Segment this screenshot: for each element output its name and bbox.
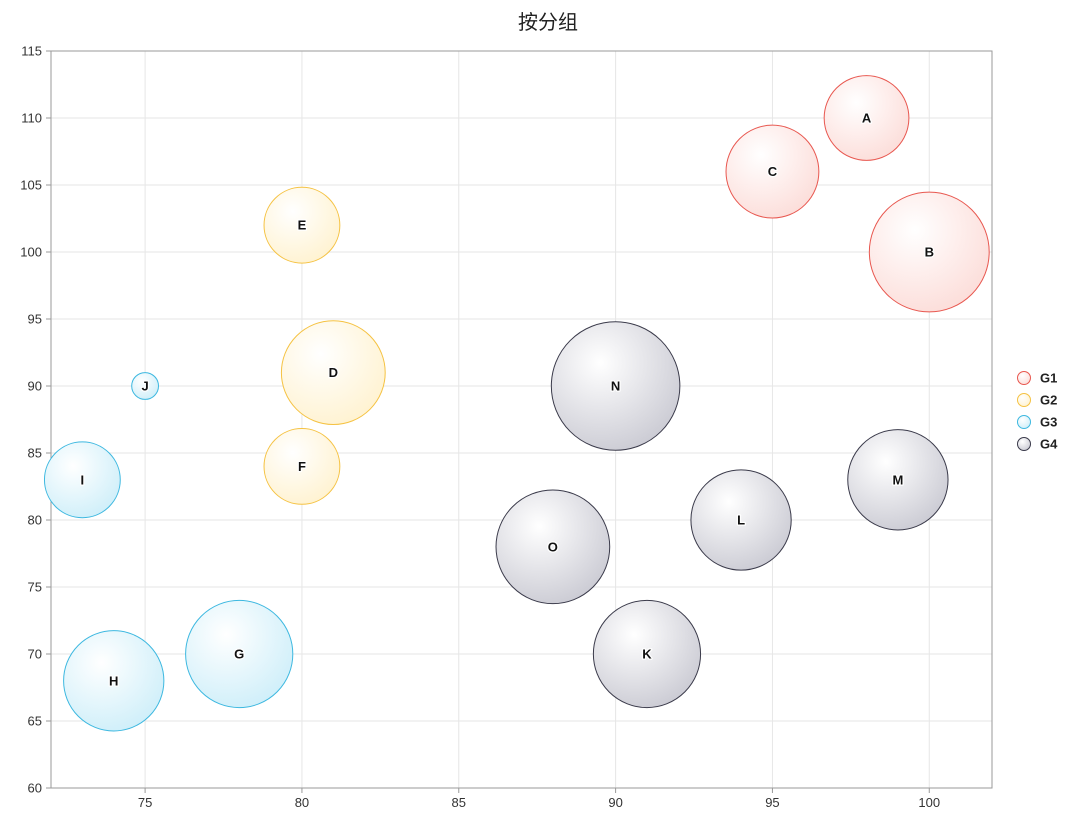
bubble-circle[interactable] bbox=[263, 427, 341, 505]
bubble-circle[interactable] bbox=[131, 372, 160, 400]
legend-marker bbox=[1017, 415, 1031, 429]
y-tick-label: 90 bbox=[28, 379, 42, 394]
x-tick-label: 95 bbox=[765, 795, 779, 810]
bubble-circle[interactable] bbox=[495, 489, 611, 605]
bubble-label: A bbox=[862, 111, 872, 126]
bubble-i[interactable]: I bbox=[43, 441, 121, 519]
bubble-g[interactable]: G bbox=[185, 599, 294, 709]
bubble-label: H bbox=[109, 673, 118, 688]
x-tick-label: 90 bbox=[608, 795, 622, 810]
bubble-label: F bbox=[298, 459, 306, 474]
bubble-c[interactable]: C bbox=[725, 124, 820, 219]
x-tick-label: 75 bbox=[138, 795, 152, 810]
x-tick-label: 80 bbox=[295, 795, 309, 810]
y-tick-label: 75 bbox=[28, 580, 42, 595]
bubble-j[interactable]: J bbox=[131, 372, 160, 400]
bubble-label: M bbox=[892, 472, 903, 487]
x-axis: 75 80 85 90 95 100 bbox=[138, 788, 940, 810]
bubble-circle[interactable] bbox=[263, 186, 341, 264]
bubble-label: N bbox=[611, 379, 620, 394]
bubble-circle[interactable] bbox=[690, 469, 792, 571]
bubble-circle[interactable] bbox=[63, 630, 165, 732]
legend-item-g4[interactable]: G4 bbox=[1017, 437, 1059, 452]
bubble-label: I bbox=[81, 472, 85, 487]
y-tick-label: 100 bbox=[20, 245, 42, 260]
bubble-circle[interactable] bbox=[725, 124, 820, 219]
y-tick-label: 110 bbox=[21, 111, 42, 126]
legend-item-g3[interactable]: G3 bbox=[1017, 415, 1058, 430]
bubble-f[interactable]: F bbox=[263, 427, 341, 505]
bubble-circle[interactable] bbox=[847, 429, 949, 531]
bubble-k[interactable]: K bbox=[592, 599, 702, 709]
y-tick-label: 115 bbox=[21, 44, 42, 59]
x-tick-label: 85 bbox=[452, 795, 466, 810]
bubble-l[interactable]: L bbox=[690, 469, 792, 571]
bubble-label: O bbox=[548, 539, 558, 554]
bubble-circle[interactable] bbox=[868, 191, 990, 313]
y-tick-label: 80 bbox=[28, 513, 42, 528]
bubble-label: G bbox=[234, 647, 244, 662]
legend-label: G4 bbox=[1040, 437, 1058, 452]
bubble-d[interactable]: D bbox=[280, 320, 386, 425]
y-tick-label: 85 bbox=[28, 446, 42, 461]
bubble-b[interactable]: B bbox=[868, 191, 990, 313]
legend-label: G2 bbox=[1040, 393, 1057, 408]
bubble-label: E bbox=[298, 218, 307, 233]
bubble-label: J bbox=[141, 379, 148, 394]
y-axis: 60 65 70 75 80 85 90 95 100 105 110 115 bbox=[20, 44, 51, 796]
bubble-n[interactable]: N bbox=[550, 321, 681, 451]
legend-label: G3 bbox=[1040, 415, 1057, 430]
y-tick-label: 60 bbox=[28, 781, 42, 796]
legend-marker bbox=[1017, 393, 1031, 407]
bubble-e[interactable]: E bbox=[263, 186, 341, 264]
bubble-label: B bbox=[925, 245, 934, 260]
bubbles: N B O G K D H L M C A E F I J bbox=[43, 75, 990, 732]
y-tick-label: 95 bbox=[28, 312, 42, 327]
x-tick-label: 100 bbox=[918, 795, 940, 810]
bubble-circle[interactable] bbox=[592, 599, 702, 709]
legend-item-g2[interactable]: G2 bbox=[1017, 393, 1058, 408]
legend-marker bbox=[1017, 437, 1031, 451]
bubble-a[interactable]: A bbox=[823, 75, 910, 161]
y-tick-label: 105 bbox=[20, 178, 42, 193]
bubble-circle[interactable] bbox=[823, 75, 910, 161]
legend-marker bbox=[1017, 371, 1031, 385]
bubble-label: L bbox=[737, 513, 745, 528]
bubble-label: C bbox=[768, 164, 778, 179]
bubble-label: D bbox=[329, 365, 338, 380]
bubble-h[interactable]: H bbox=[63, 630, 165, 732]
legend[interactable]: G1 G2 G3 G4 bbox=[1017, 371, 1059, 452]
bubble-circle[interactable] bbox=[43, 441, 121, 519]
legend-label: G1 bbox=[1040, 371, 1057, 386]
y-tick-label: 70 bbox=[28, 647, 42, 662]
chart-title: 按分组 bbox=[518, 10, 578, 34]
bubble-circle[interactable] bbox=[280, 320, 386, 425]
bubble-m[interactable]: M bbox=[847, 429, 949, 531]
plot-area-frame bbox=[50, 50, 993, 789]
bubble-circle[interactable] bbox=[185, 599, 294, 709]
bubble-label: K bbox=[642, 647, 652, 662]
bubble-circle[interactable] bbox=[550, 321, 681, 451]
bubble-o[interactable]: O bbox=[495, 489, 611, 605]
legend-item-g1[interactable]: G1 bbox=[1017, 371, 1058, 386]
y-tick-label: 65 bbox=[28, 714, 42, 729]
